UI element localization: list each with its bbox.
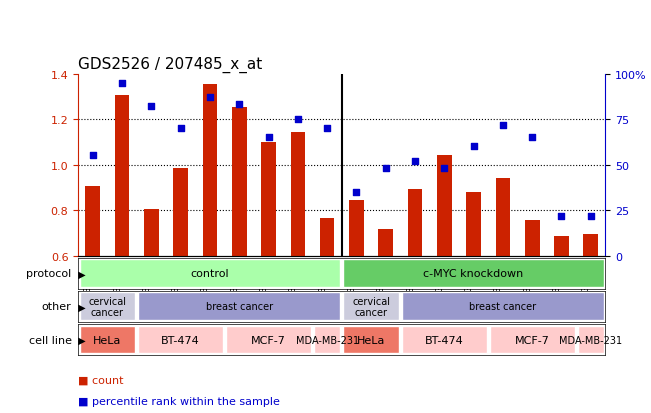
Bar [408, 189, 422, 256]
Text: ■ percentile rank within the sample: ■ percentile rank within the sample [78, 396, 280, 406]
Bar [466, 192, 481, 256]
Text: control: control [191, 268, 229, 279]
Bar [525, 221, 540, 256]
Bar [85, 187, 100, 256]
Text: ▶: ▶ [75, 268, 85, 279]
Text: BT-474: BT-474 [161, 335, 200, 345]
Text: breast cancer: breast cancer [206, 301, 273, 312]
Bar [144, 209, 159, 256]
Point [556, 213, 566, 219]
Bar [202, 85, 217, 256]
Bar [437, 156, 452, 256]
FancyBboxPatch shape [402, 293, 604, 320]
FancyBboxPatch shape [138, 326, 223, 354]
Text: MDA-MB-231: MDA-MB-231 [296, 335, 359, 345]
Point [146, 104, 156, 110]
Text: cell line: cell line [29, 335, 72, 345]
FancyBboxPatch shape [577, 326, 604, 354]
FancyBboxPatch shape [138, 293, 340, 320]
Text: ▶: ▶ [75, 335, 85, 345]
Bar [232, 107, 247, 256]
Bar [495, 179, 510, 256]
Point [87, 153, 98, 159]
Bar [173, 169, 188, 256]
Point [234, 102, 245, 109]
Text: cervical
cancer: cervical cancer [352, 296, 390, 318]
Point [380, 166, 391, 172]
FancyBboxPatch shape [79, 326, 135, 354]
Bar [583, 235, 598, 256]
FancyBboxPatch shape [490, 326, 575, 354]
Text: protocol: protocol [26, 268, 72, 279]
Point [204, 95, 215, 101]
Point [175, 126, 186, 132]
Point [292, 116, 303, 123]
Bar [290, 132, 305, 256]
Bar [554, 237, 569, 256]
Text: MDA-MB-231: MDA-MB-231 [559, 335, 622, 345]
Point [586, 213, 596, 219]
Point [410, 158, 421, 165]
Point [117, 80, 127, 87]
FancyBboxPatch shape [343, 293, 399, 320]
FancyBboxPatch shape [314, 326, 340, 354]
FancyBboxPatch shape [79, 293, 135, 320]
Text: HeLa: HeLa [93, 335, 122, 345]
Text: BT-474: BT-474 [425, 335, 464, 345]
Point [439, 166, 449, 172]
Text: MCF-7: MCF-7 [515, 335, 549, 345]
Point [497, 122, 508, 128]
Point [527, 135, 538, 141]
Bar [349, 200, 364, 256]
FancyBboxPatch shape [79, 260, 340, 287]
Text: ■ count: ■ count [78, 375, 124, 385]
FancyBboxPatch shape [343, 260, 604, 287]
Bar [261, 142, 276, 256]
FancyBboxPatch shape [226, 326, 311, 354]
Text: c-MYC knockdown: c-MYC knockdown [424, 268, 523, 279]
Bar [378, 230, 393, 256]
FancyBboxPatch shape [343, 326, 399, 354]
Point [469, 144, 479, 150]
FancyBboxPatch shape [402, 326, 487, 354]
Bar [320, 218, 335, 256]
Point [263, 135, 274, 141]
Text: cervical
cancer: cervical cancer [89, 296, 126, 318]
Text: breast cancer: breast cancer [469, 301, 536, 312]
Bar [115, 96, 130, 256]
Text: GDS2526 / 207485_x_at: GDS2526 / 207485_x_at [78, 57, 262, 73]
Text: other: other [42, 301, 72, 312]
Point [322, 126, 332, 132]
Text: HeLa: HeLa [357, 335, 385, 345]
Text: MCF-7: MCF-7 [251, 335, 286, 345]
Text: ▶: ▶ [75, 301, 85, 312]
Point [352, 189, 362, 196]
